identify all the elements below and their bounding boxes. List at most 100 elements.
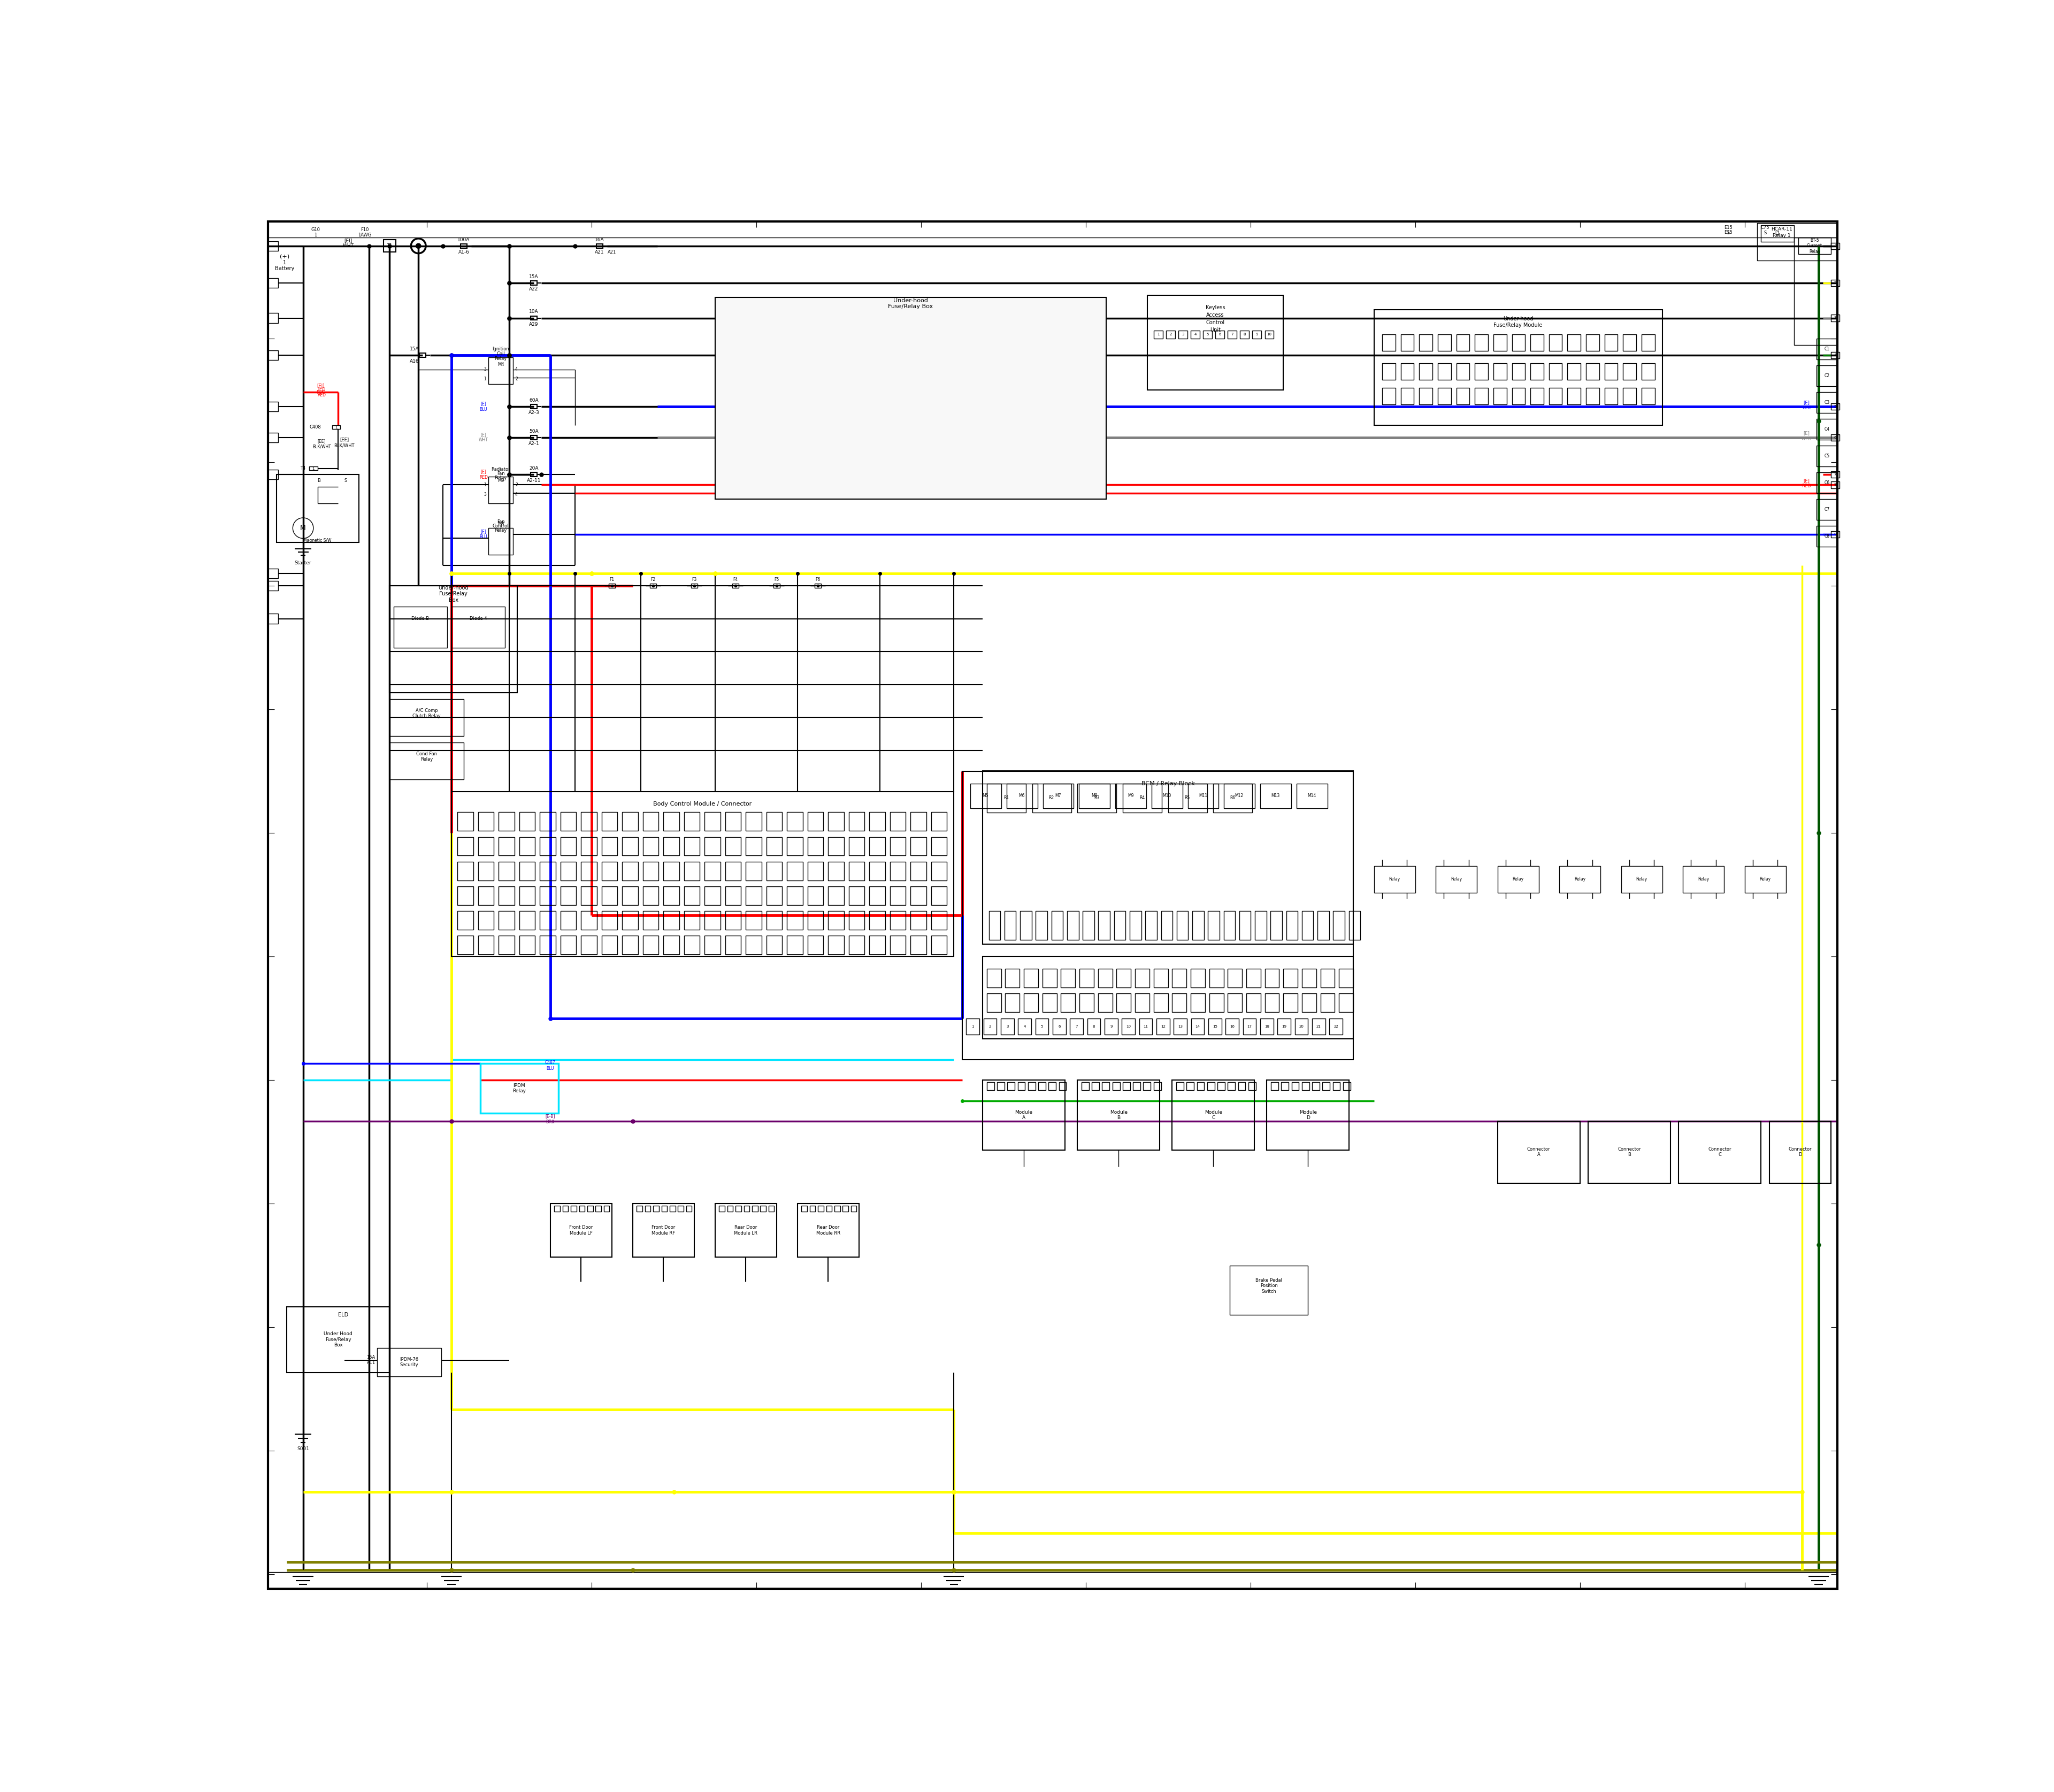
Bar: [1265, 330, 1273, 339]
Bar: [807, 910, 824, 930]
Bar: [520, 935, 534, 955]
Bar: [1512, 364, 1524, 380]
Bar: [1130, 910, 1142, 941]
Bar: [725, 910, 741, 930]
Bar: [1099, 969, 1113, 987]
Text: Front Door
Module LF: Front Door Module LF: [569, 1226, 594, 1235]
Bar: [746, 862, 762, 880]
Bar: [848, 837, 865, 855]
Bar: [310, 466, 318, 471]
Bar: [1816, 500, 1836, 520]
Bar: [1586, 364, 1600, 380]
Bar: [1302, 993, 1317, 1012]
Bar: [1549, 389, 1563, 405]
Bar: [848, 935, 865, 955]
Text: A22: A22: [530, 287, 538, 292]
Text: Module
D: Module D: [1300, 1109, 1317, 1120]
Text: 13: 13: [1177, 1025, 1183, 1029]
Bar: [561, 935, 575, 955]
Text: 1: 1: [1156, 333, 1158, 337]
Bar: [1191, 330, 1200, 339]
Bar: [458, 935, 472, 955]
Bar: [530, 435, 536, 439]
Bar: [1080, 993, 1095, 1012]
Bar: [705, 862, 721, 880]
Bar: [1099, 910, 1109, 941]
Bar: [602, 837, 618, 855]
Bar: [982, 957, 1354, 1039]
Bar: [1224, 783, 1255, 808]
Bar: [1023, 993, 1037, 1012]
Text: [E]: [E]: [1803, 430, 1810, 435]
Text: [EJ]: [EJ]: [316, 383, 325, 389]
Bar: [1037, 1082, 1045, 1090]
Bar: [1228, 993, 1243, 1012]
Circle shape: [415, 244, 421, 249]
Bar: [1228, 1082, 1234, 1090]
Bar: [869, 862, 885, 880]
Text: 1: 1: [485, 482, 487, 487]
Bar: [910, 812, 926, 831]
Bar: [1210, 969, 1224, 987]
Bar: [828, 910, 844, 930]
Bar: [807, 812, 824, 831]
Bar: [850, 1206, 857, 1211]
Bar: [1497, 866, 1538, 892]
Text: RED: RED: [1801, 484, 1812, 489]
Text: T1: T1: [386, 244, 392, 249]
Bar: [1313, 1082, 1319, 1090]
Bar: [787, 837, 803, 855]
Bar: [530, 405, 536, 409]
Text: Control: Control: [493, 523, 509, 529]
Bar: [1087, 1018, 1101, 1034]
Bar: [684, 887, 700, 905]
Bar: [520, 910, 534, 930]
Text: R5: R5: [1185, 796, 1189, 801]
Bar: [766, 812, 783, 831]
Bar: [571, 1206, 577, 1211]
Bar: [1208, 910, 1220, 941]
Bar: [684, 862, 700, 880]
Text: Control: Control: [1206, 319, 1224, 324]
Text: WHT: WHT: [343, 244, 353, 249]
Text: [E]
BLU: [E] BLU: [479, 401, 487, 412]
Bar: [1154, 1082, 1161, 1090]
Text: 15A
A11: 15A A11: [368, 1355, 376, 1366]
Bar: [1247, 969, 1261, 987]
Text: M8: M8: [497, 521, 503, 527]
Bar: [1167, 330, 1175, 339]
Bar: [930, 812, 947, 831]
Text: 7: 7: [1230, 333, 1234, 337]
Bar: [1099, 993, 1113, 1012]
Bar: [622, 887, 639, 905]
Bar: [1117, 993, 1132, 1012]
Bar: [1339, 969, 1354, 987]
Bar: [661, 1206, 668, 1211]
Bar: [1830, 434, 1838, 441]
Text: M12: M12: [1234, 794, 1243, 797]
Bar: [982, 771, 1354, 944]
Bar: [1419, 389, 1432, 405]
Bar: [596, 244, 604, 247]
Bar: [1816, 419, 1836, 439]
Bar: [1179, 330, 1187, 339]
Text: [EI]: [EI]: [345, 238, 353, 244]
Text: 4: 4: [1023, 1025, 1025, 1029]
Text: R4: R4: [1140, 796, 1144, 801]
Bar: [1191, 910, 1204, 941]
Bar: [1768, 1122, 1830, 1183]
Bar: [1641, 364, 1656, 380]
Text: 15: 15: [1212, 1025, 1218, 1029]
Bar: [1000, 1018, 1015, 1034]
Text: C1: C1: [1824, 346, 1830, 351]
Bar: [479, 837, 493, 855]
Bar: [1078, 783, 1117, 812]
Bar: [684, 910, 700, 930]
Text: 1: 1: [485, 376, 487, 382]
Bar: [930, 837, 947, 855]
Text: Diode B: Diode B: [411, 616, 429, 622]
Bar: [1115, 783, 1146, 808]
Text: 14: 14: [1195, 1025, 1200, 1029]
Bar: [731, 584, 739, 588]
Bar: [1191, 969, 1206, 987]
